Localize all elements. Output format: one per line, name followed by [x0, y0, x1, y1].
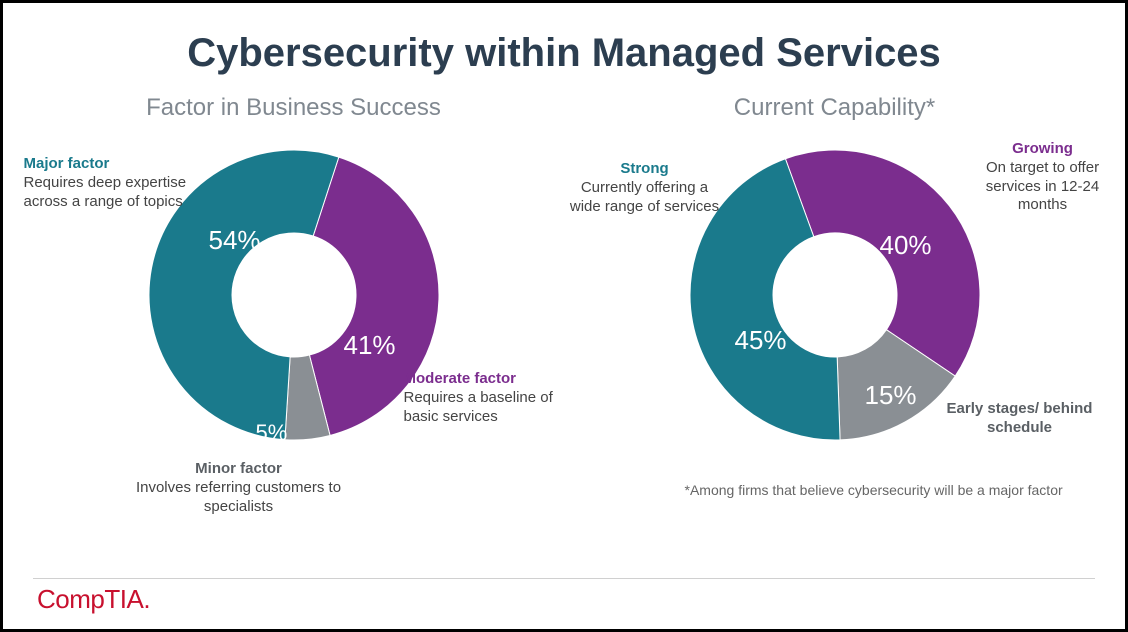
callout-body: Requires deep expertise across a range o…: [24, 174, 194, 212]
pct-minor: 5%: [256, 420, 288, 446]
bottom-rule: [33, 578, 1095, 579]
callout-early: Early stages/ behind schedule: [945, 400, 1095, 438]
donut-wrap: Strong Currently offering a wide range o…: [575, 130, 1095, 510]
donut-svg: [690, 150, 980, 440]
callout-body: Requires a baseline of basic services: [404, 389, 579, 427]
logo-part-b: TIA: [104, 584, 143, 614]
chart-business-success: Factor in Business Success Major factor …: [34, 94, 554, 524]
callout-major: Major factor Requires deep expertise acr…: [24, 155, 194, 211]
callout-body: On target to offer services in 12-24 mon…: [963, 159, 1123, 215]
pct-major: 54%: [209, 225, 261, 256]
pct-growing: 40%: [880, 230, 932, 261]
callout-title: Major factor: [24, 155, 194, 174]
callout-strong: Strong Currently offering a wide range o…: [565, 160, 725, 216]
logo-part-a: Comp: [37, 584, 104, 614]
page-title: Cybersecurity within Managed Services: [3, 31, 1125, 76]
chart-subtitle: Current Capability*: [575, 94, 1095, 122]
callout-minor: Minor factor Involves referring customer…: [134, 460, 344, 516]
callout-title: Moderate factor: [404, 370, 579, 389]
callout-body: Currently offering a wide range of servi…: [565, 179, 725, 217]
callout-body: Involves referring customers to speciali…: [134, 479, 344, 517]
pct-early: 15%: [865, 380, 917, 411]
charts-row: Factor in Business Success Major factor …: [3, 94, 1125, 524]
chart-subtitle: Factor in Business Success: [34, 94, 554, 122]
callout-title: Minor factor: [134, 460, 344, 479]
callout-growing: Growing On target to offer services in 1…: [963, 140, 1123, 215]
callout-title: Growing: [963, 140, 1123, 159]
comptia-logo: CompTIA.: [37, 584, 150, 615]
chart-current-capability: Current Capability* Strong Currently off…: [575, 94, 1095, 524]
chart-footnote: *Among firms that believe cybersecurity …: [685, 482, 1063, 498]
callout-title: Strong: [565, 160, 725, 179]
logo-suffix: .: [143, 584, 150, 614]
callout-title: Early stages/ behind schedule: [945, 400, 1095, 438]
donut-wrap: Major factor Requires deep expertise acr…: [34, 130, 554, 510]
callout-moderate: Moderate factor Requires a baseline of b…: [404, 370, 579, 426]
pct-moderate: 41%: [344, 330, 396, 361]
pct-strong: 45%: [735, 325, 787, 356]
